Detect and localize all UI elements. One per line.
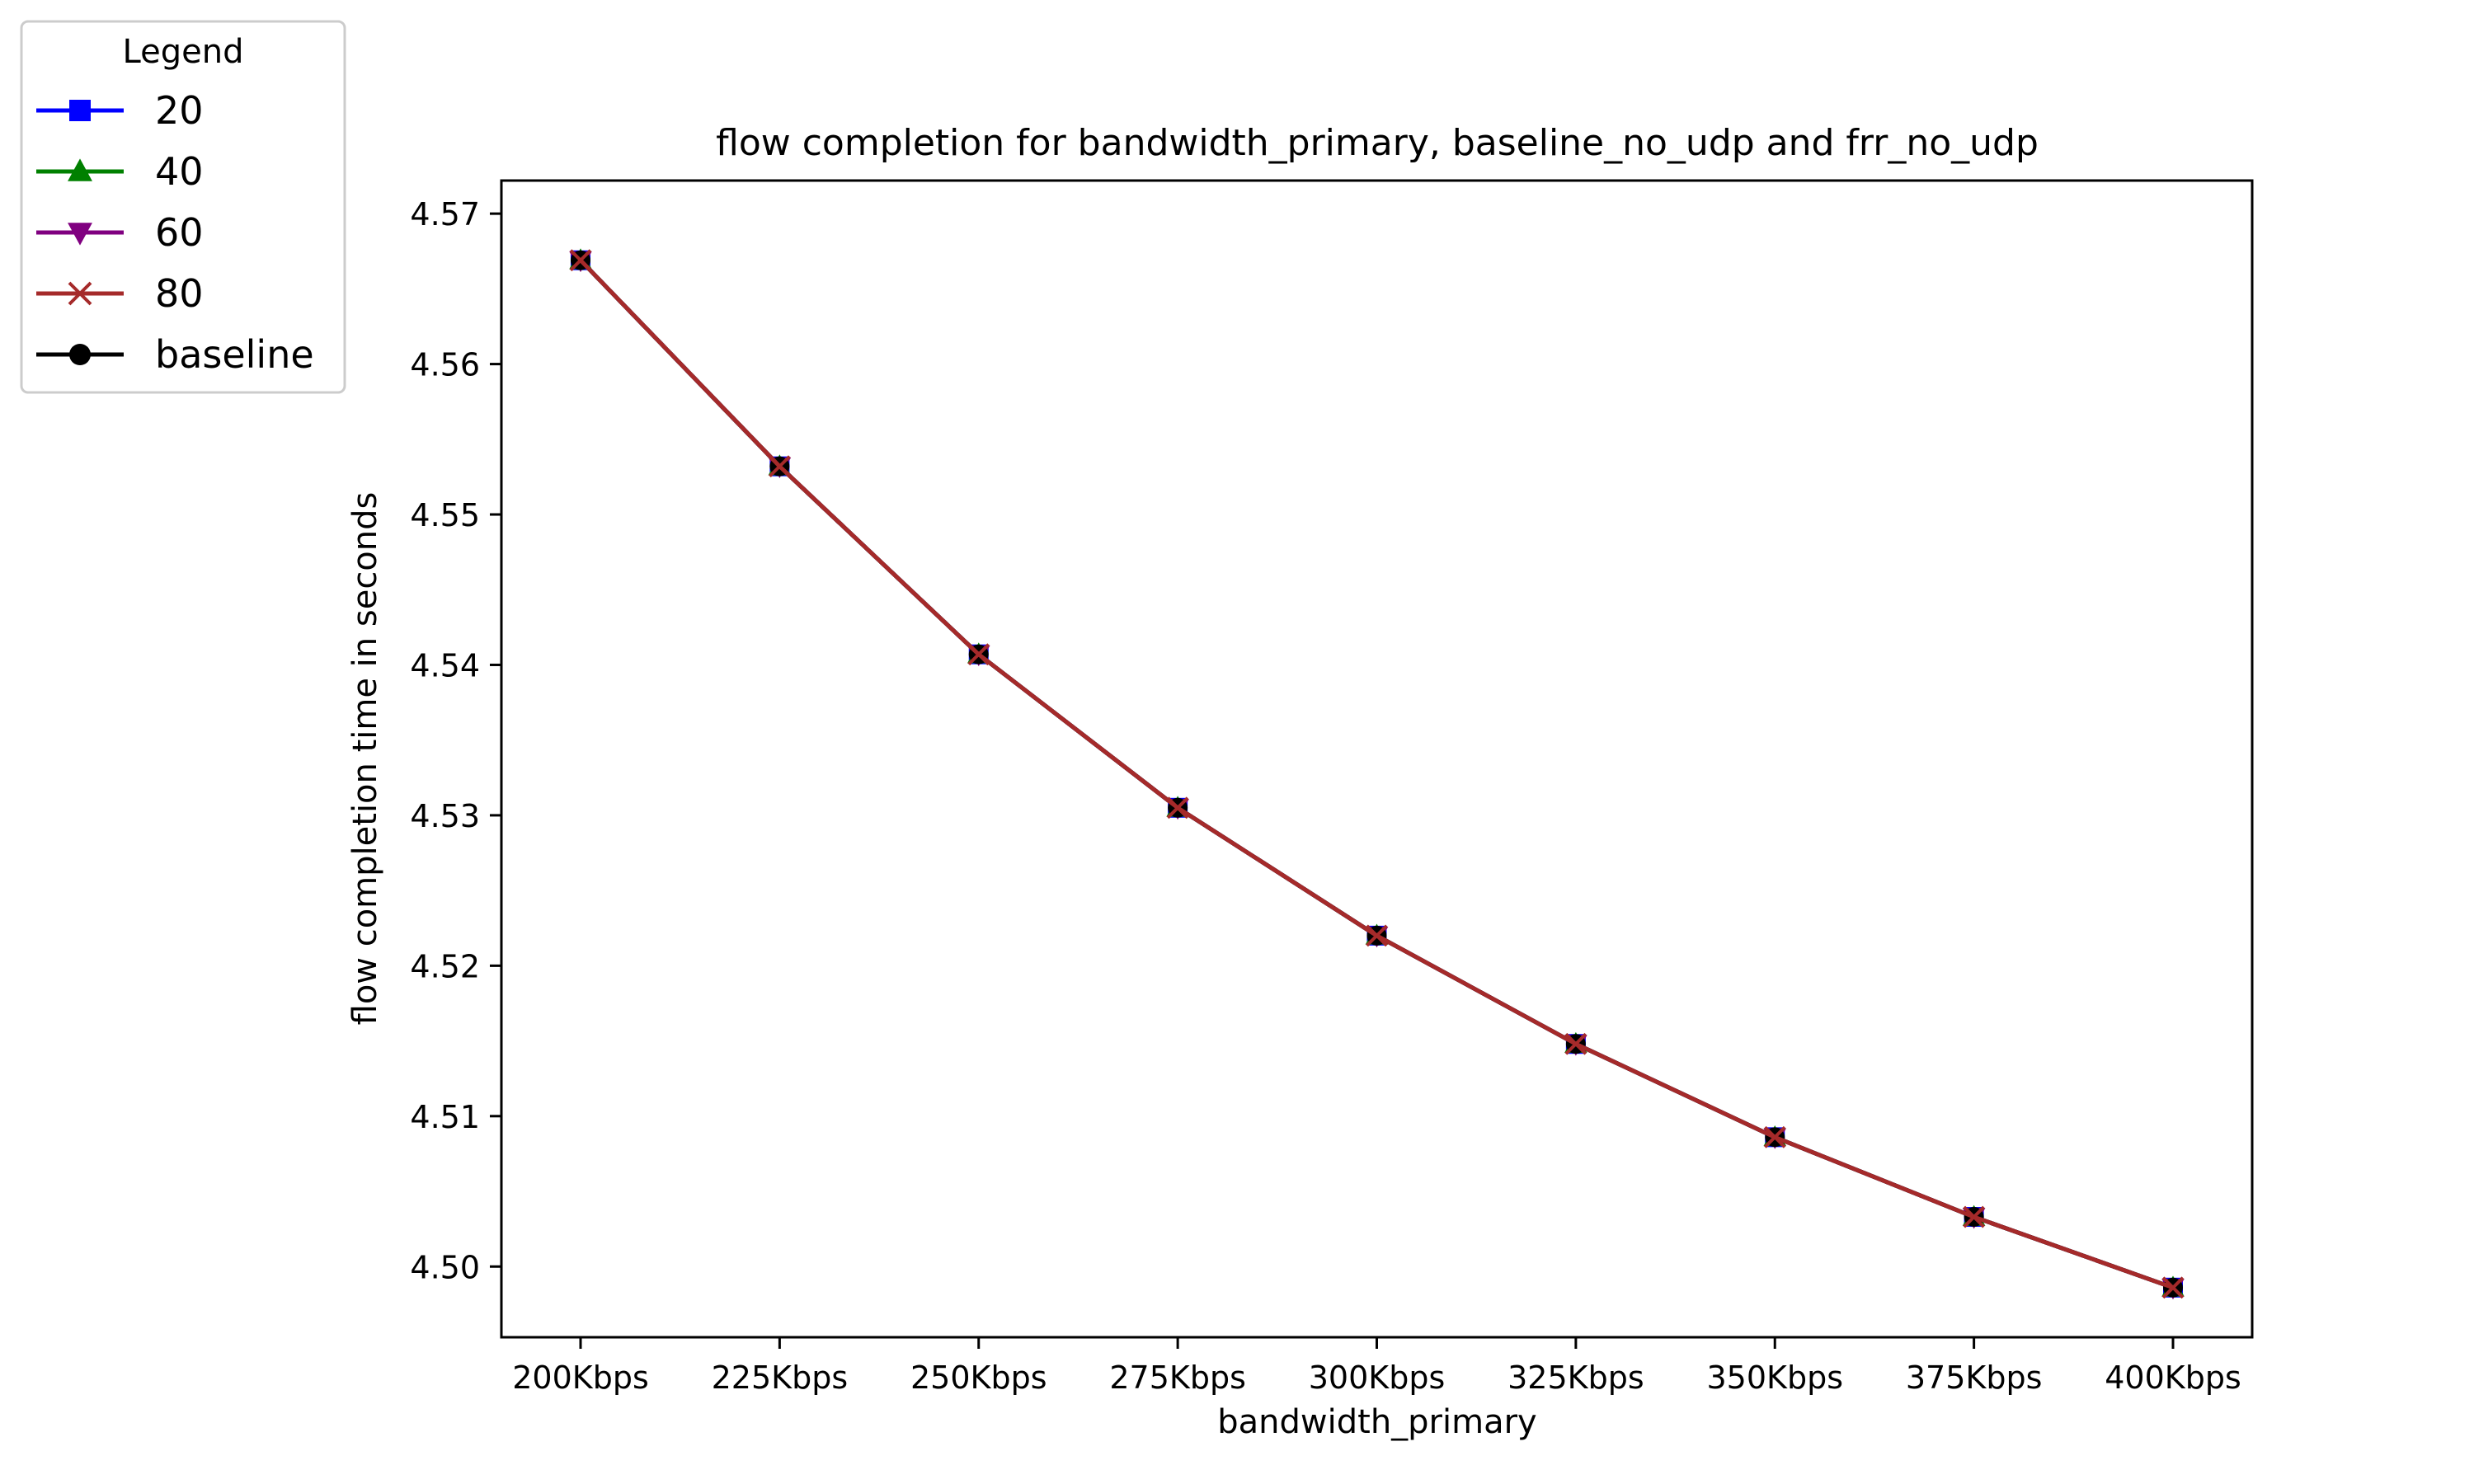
data-point-80: [2161, 1276, 2185, 1299]
legend-marker: [69, 344, 91, 365]
data-point-80: [1763, 1125, 1786, 1148]
x-tick-label: 225Kbps: [712, 1360, 849, 1396]
series-20: [571, 250, 2183, 1298]
legend-item-60: 60: [36, 210, 204, 255]
x-tick-label: 375Kbps: [1906, 1360, 2043, 1396]
x-tick-label: 325Kbps: [1507, 1360, 1644, 1396]
legend-label: 60: [155, 210, 204, 255]
data-point-80: [1564, 1032, 1587, 1055]
legend-item-40: 40: [36, 149, 204, 194]
data-point-80: [1963, 1205, 1986, 1228]
chart-title: flow completion for bandwidth_primary, b…: [716, 122, 2039, 164]
legend-title: Legend: [123, 33, 244, 71]
y-tick-label: 4.57: [410, 196, 480, 232]
data-point-80: [569, 249, 592, 272]
legend-box: [20, 20, 346, 394]
x-axis-label: bandwidth_primary: [1217, 1403, 1536, 1441]
data-point-80: [1366, 924, 1388, 947]
x-tick-label: 400Kbps: [2105, 1360, 2241, 1396]
legend-label: 40: [155, 149, 204, 194]
data-point-80: [768, 455, 791, 478]
legend-item-20: 20: [36, 88, 204, 133]
y-tick-label: 4.54: [410, 647, 480, 683]
x-tick-label: 250Kbps: [910, 1360, 1047, 1396]
legend-label: baseline: [155, 332, 314, 377]
series-60: [569, 251, 2185, 1300]
series-line-40: [579, 258, 2174, 1290]
x-tick-label: 200Kbps: [512, 1360, 649, 1396]
y-tick-label: 4.56: [410, 347, 480, 383]
legend-item-80: 80: [36, 271, 204, 316]
x-tick-label: 275Kbps: [1109, 1360, 1246, 1396]
legend-marker: [69, 100, 91, 121]
plot-area: [569, 248, 2185, 1300]
y-tick-label: 4.53: [410, 798, 480, 834]
x-tick-label: 300Kbps: [1309, 1360, 1446, 1396]
series-line-60: [579, 258, 2174, 1290]
y-tick-label: 4.52: [410, 948, 480, 984]
data-point-80: [1166, 796, 1189, 819]
series-line-baseline: [579, 258, 2174, 1290]
series-80: [569, 249, 2185, 1299]
y-axis-label: flow completion time in seconds: [346, 492, 384, 1026]
legend-item-baseline: baseline: [36, 332, 314, 377]
y-tick-label: 4.55: [410, 497, 480, 533]
legend-marker: [68, 158, 92, 181]
legend-marker: [68, 281, 92, 306]
x-axis: 200Kbps 225Kbps 250Kbps 275Kbps 300Kbps 325Kb…: [512, 1337, 2241, 1396]
legend: Legend 20 40 60 80 baseline: [20, 20, 346, 394]
legend-marker: [68, 223, 92, 246]
legend-label: 20: [155, 88, 204, 133]
plot-frame: [500, 179, 2254, 1339]
series-40: [569, 248, 2185, 1297]
data-point-80: [967, 643, 990, 666]
y-axis: 4.50 4.51 4.52 4.53 4.54 4.55 4.56 4.57: [410, 196, 501, 1285]
series-line-20: [579, 258, 2174, 1290]
y-tick-label: 4.50: [410, 1249, 480, 1285]
x-tick-label: 350Kbps: [1707, 1360, 1844, 1396]
series-line-80: [579, 258, 2174, 1290]
legend-label: 80: [155, 271, 204, 316]
series-baseline: [571, 250, 2183, 1298]
y-tick-label: 4.51: [410, 1099, 480, 1135]
